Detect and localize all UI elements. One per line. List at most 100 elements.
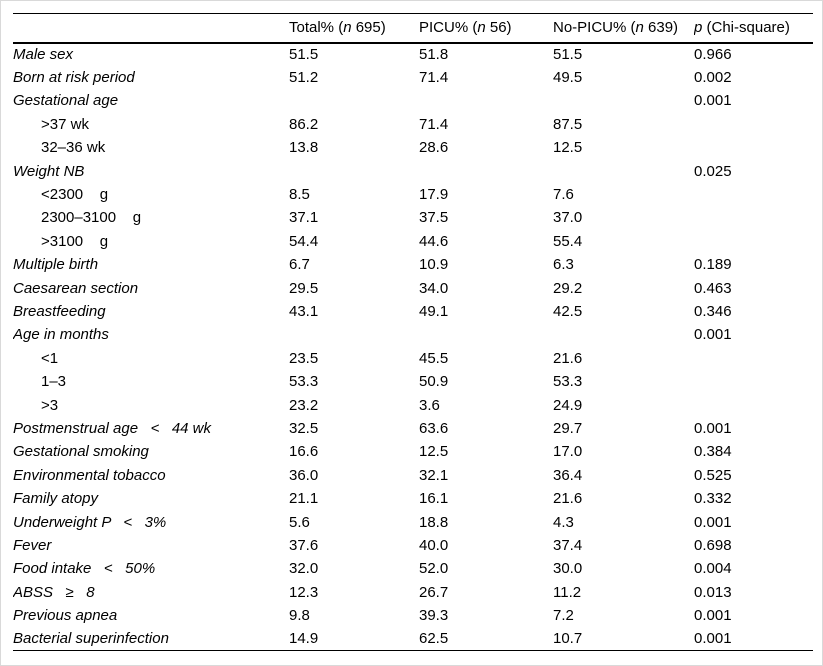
header-p-italic: p (694, 19, 703, 37)
header-no-picu-pre: No-PICU% ( (553, 19, 636, 37)
header-picu-pre: PICU% ( (419, 19, 478, 37)
value-picu: 52.0 (419, 560, 449, 578)
value-total: 86.2 (289, 115, 319, 133)
header-row: Total% (n 695) PICU% (n 56) No-PICU% (n … (13, 14, 813, 43)
table-body: Male sex 51.5 51.8 51.5 0.966 Born at risk p… (13, 43, 813, 651)
value-picu: 28.6 (419, 139, 449, 157)
value-no-picu: 10.7 (553, 630, 583, 648)
value-no-picu: 87.5 (553, 115, 583, 133)
value-p: 0.463 (694, 279, 732, 297)
value-p (694, 347, 813, 370)
table-row: Fever 37.6 40.0 37.4 0.698 (13, 534, 813, 557)
value-p: 0.189 (694, 256, 732, 274)
value-no-picu: 30.0 (553, 560, 583, 578)
table-row: Gestational age 0.001 (13, 89, 813, 112)
header-no-picu: No-PICU% (n 639) (553, 14, 694, 43)
value-total: 23.2 (289, 396, 319, 414)
table-row: Family atopy 21.1 16.1 21.6 0.332 (13, 487, 813, 510)
table-row: Breastfeeding 43.1 49.1 42.5 0.346 (13, 300, 813, 323)
value-picu: 62.5 (419, 630, 449, 648)
value-picu: 44.6 (419, 232, 449, 250)
value-no-picu: 36.4 (553, 466, 583, 484)
value-p: 0.966 (694, 46, 732, 64)
table-row: Postmenstrual age < 44 wk 32.5 63.6 29.7 0.0… (13, 417, 813, 440)
header-total-post: 695) (351, 19, 386, 37)
header-p-chi-square: p (Chi-square) (694, 14, 813, 43)
value-no-picu: 12.5 (553, 139, 583, 157)
value-total (289, 159, 419, 182)
value-total: 54.4 (289, 232, 319, 250)
value-total (289, 323, 419, 346)
header-picu: PICU% (n 56) (419, 14, 553, 43)
value-picu (419, 323, 553, 346)
value-p: 0.001 (694, 513, 732, 531)
value-picu: 16.1 (419, 490, 449, 508)
table-row: 32–36 wk 13.8 28.6 12.5 (13, 136, 813, 159)
value-total: 51.2 (289, 69, 319, 87)
row-label: Breastfeeding (13, 302, 106, 320)
row-label: >37 wk (41, 115, 89, 133)
row-label: 2300–3100 g (41, 209, 142, 227)
row-label: 32–36 wk (41, 139, 106, 157)
value-p (694, 370, 813, 393)
value-p: 0.332 (694, 490, 732, 508)
value-p: 0.001 (694, 326, 732, 344)
table-row: >37 wk 86.2 71.4 87.5 (13, 113, 813, 136)
value-p: 0.525 (694, 466, 732, 484)
value-total: 21.1 (289, 490, 319, 508)
value-picu: 50.9 (419, 373, 449, 391)
value-no-picu: 53.3 (553, 373, 583, 391)
value-p (694, 206, 813, 229)
value-total: 36.0 (289, 466, 319, 484)
value-p: 0.004 (694, 560, 732, 578)
value-p: 0.346 (694, 302, 732, 320)
row-label: Age in months (13, 326, 109, 344)
header-no-picu-post: 639) (643, 19, 679, 37)
header-picu-n: n (477, 19, 486, 37)
value-picu: 63.6 (419, 419, 449, 437)
value-total: 5.6 (289, 513, 310, 531)
row-label: Underweight P < 3% (13, 513, 167, 531)
value-total: 32.0 (289, 560, 319, 578)
value-no-picu: 11.2 (553, 583, 582, 601)
value-picu: 51.8 (419, 46, 449, 64)
value-no-picu: 29.2 (553, 279, 583, 297)
row-label: >3 (41, 396, 59, 414)
value-picu (419, 159, 553, 182)
table-row: >3 23.2 3.6 24.9 (13, 393, 813, 416)
value-total: 29.5 (289, 279, 319, 297)
value-p: 0.025 (694, 162, 732, 180)
row-label: <2300 g (41, 186, 109, 204)
value-picu: 32.1 (419, 466, 449, 484)
row-label: >3100 g (41, 232, 109, 250)
value-no-picu (553, 89, 694, 112)
value-picu: 34.0 (419, 279, 449, 297)
value-total: 43.1 (289, 302, 319, 320)
value-total: 32.5 (289, 419, 319, 437)
value-p: 0.001 (694, 607, 732, 625)
value-no-picu: 17.0 (553, 443, 583, 461)
value-picu: 45.5 (419, 349, 449, 367)
row-label: 1–3 (41, 373, 67, 391)
value-total: 6.7 (289, 256, 310, 274)
value-total: 37.6 (289, 536, 319, 554)
table-row: Weight NB 0.025 (13, 159, 813, 182)
value-picu: 71.4 (419, 115, 449, 133)
value-p (694, 136, 813, 159)
statistics-table: Total% (n 695) PICU% (n 56) No-PICU% (n … (13, 13, 813, 651)
value-p: 0.698 (694, 536, 732, 554)
row-label: Multiple birth (13, 256, 99, 274)
value-total: 13.8 (289, 139, 319, 157)
row-label: Previous apnea (13, 607, 118, 625)
table-row: Bacterial superinfection 14.9 62.5 10.7 0.00… (13, 627, 813, 650)
table-row: Age in months 0.001 (13, 323, 813, 346)
value-total: 53.3 (289, 373, 319, 391)
header-total: Total% (n 695) (289, 14, 419, 43)
value-no-picu: 51.5 (553, 46, 583, 64)
value-picu: 26.7 (419, 583, 449, 601)
row-label: <1 (41, 349, 59, 367)
table-row: Male sex 51.5 51.8 51.5 0.966 (13, 43, 813, 66)
row-label: Food intake < 50% (13, 560, 156, 578)
row-label: Male sex (13, 46, 74, 64)
value-picu: 10.9 (419, 256, 449, 274)
